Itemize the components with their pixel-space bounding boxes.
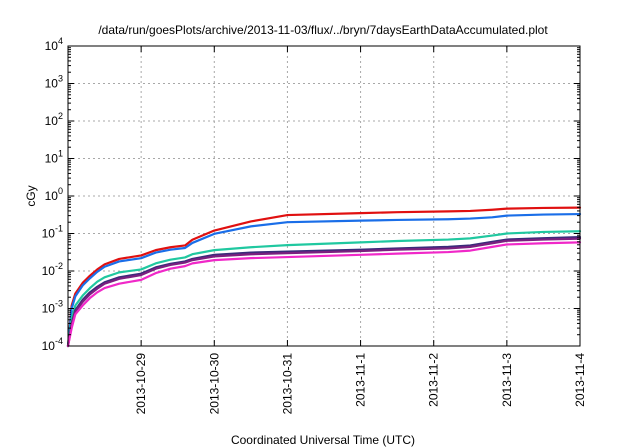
series-line bbox=[66, 236, 582, 348]
series-layer bbox=[66, 206, 582, 348]
series-line bbox=[66, 206, 582, 348]
x-tick-label: 2013-11-4 bbox=[573, 353, 587, 407]
y-axis: 10-4 10-3 10-2 10-1 100 101 102 103 104 bbox=[42, 36, 580, 353]
y-tick-label: 102 bbox=[45, 111, 63, 128]
y-tick-label: 10-3 bbox=[42, 299, 63, 316]
x-tick-label: 2013-10-30 bbox=[207, 353, 221, 415]
y-tick-label: 10-4 bbox=[42, 336, 63, 353]
y-tick-label: 10-2 bbox=[42, 261, 63, 278]
y-tick-label: 104 bbox=[45, 36, 63, 53]
x-tick-label: 2013-10-31 bbox=[280, 353, 294, 415]
x-tick-label: 2013-11-2 bbox=[427, 353, 441, 407]
y-tick-label: 100 bbox=[45, 186, 63, 203]
y-axis-label: cGy bbox=[24, 185, 38, 206]
x-tick-label: 2013-11-1 bbox=[354, 353, 368, 407]
grid-layer bbox=[68, 46, 580, 346]
x-tick-label: 2013-10-29 bbox=[134, 353, 148, 415]
y-tick-label: 101 bbox=[45, 149, 63, 166]
x-axis: 2013-10-29 2013-10-30 2013-10-31 2013-11-1 2… bbox=[134, 46, 587, 414]
series-line bbox=[66, 212, 582, 348]
y-tick-label: 10-1 bbox=[42, 224, 63, 241]
series-line bbox=[66, 237, 582, 348]
series-line bbox=[66, 241, 582, 348]
chart-title: /data/run/goesPlots/archive/2013-11-03/f… bbox=[98, 23, 548, 37]
x-axis-label: Coordinated Universal Time (UTC) bbox=[231, 433, 415, 447]
x-tick-label: 2013-11-3 bbox=[500, 353, 514, 407]
y-tick-label: 103 bbox=[45, 74, 63, 91]
series-line bbox=[66, 230, 582, 348]
